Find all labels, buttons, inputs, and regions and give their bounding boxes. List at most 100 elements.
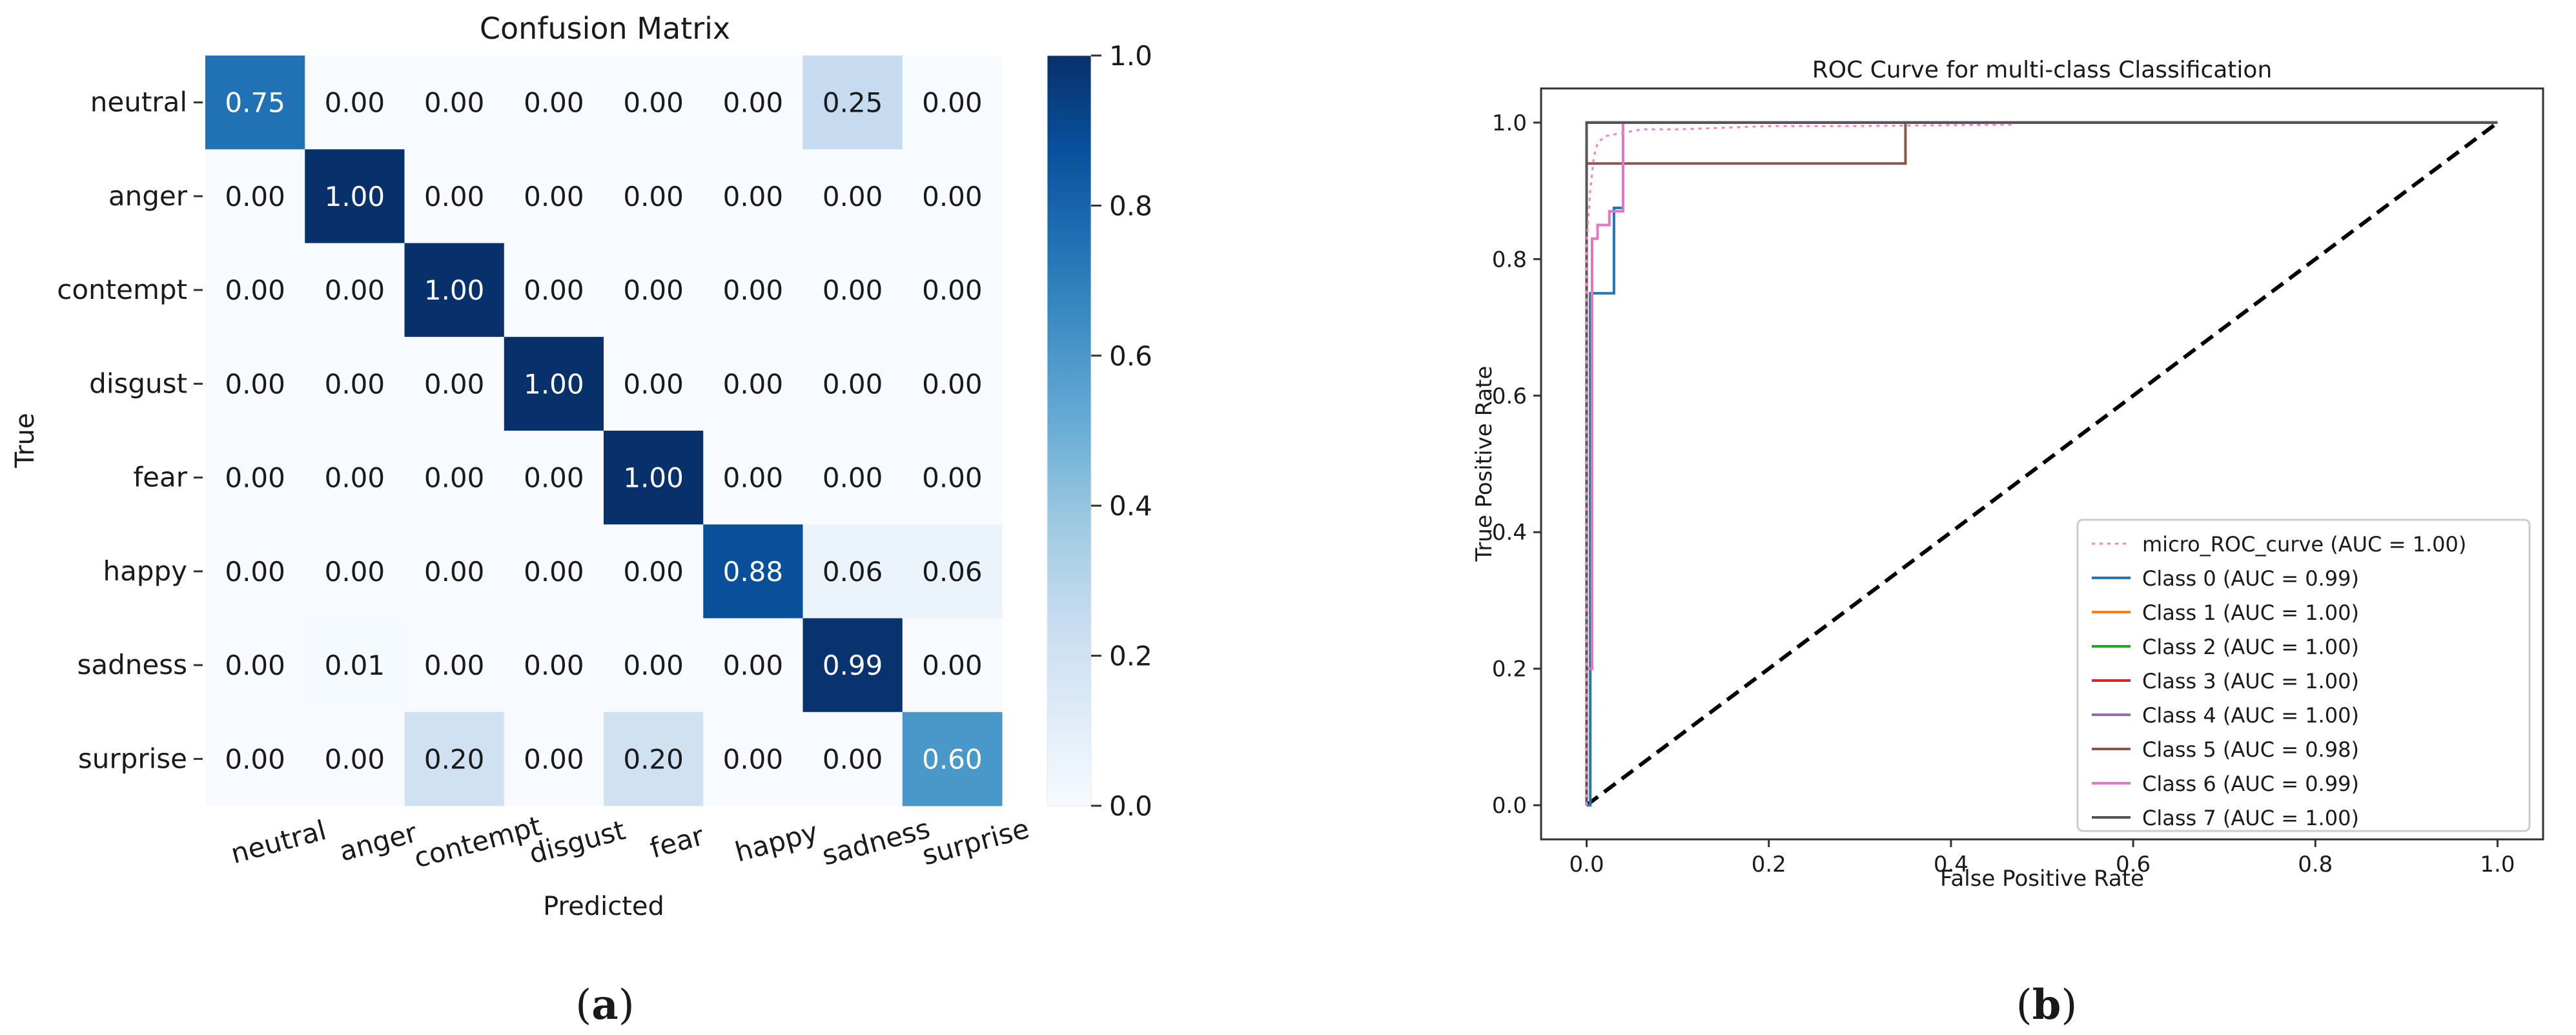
cm-x-tick-label: surprise bbox=[919, 812, 1032, 871]
cm-cell-7-3 bbox=[504, 712, 604, 806]
cm-cell-7-5 bbox=[703, 712, 803, 806]
cm-cell-3-3 bbox=[504, 336, 604, 431]
cm-cell-6-2 bbox=[404, 618, 505, 713]
cm-cell-2-3 bbox=[504, 243, 604, 338]
cm-cell-6-3 bbox=[504, 618, 604, 713]
cm-cell-value: 0.00 bbox=[424, 556, 485, 588]
confusion-matrix-panel: Confusion Matrix 0.75 0.00 0.00 0.00 0.00 0.0… bbox=[10, 11, 1152, 921]
cm-cell-value: 0.00 bbox=[225, 462, 285, 494]
colorbar-gradient bbox=[1047, 55, 1092, 806]
cm-cell-6-4 bbox=[604, 618, 704, 713]
cm-cell-value: 0.00 bbox=[225, 650, 285, 681]
cm-cell-value: 0.99 bbox=[823, 650, 883, 681]
cm-cell-value: 0.00 bbox=[424, 462, 485, 494]
cm-cells: 0.75 0.00 0.00 0.00 0.00 0.00 0.25 0.00 0.00 1.00… bbox=[205, 56, 1003, 806]
cm-cell-value: 0.00 bbox=[723, 181, 784, 212]
legend-label: Class 1 (AUC = 1.00) bbox=[2142, 600, 2359, 625]
cm-cell-value: 0.06 bbox=[823, 556, 883, 588]
legend-label: Class 2 (AUC = 1.00) bbox=[2142, 635, 2359, 659]
cm-cell-value: 0.00 bbox=[823, 743, 883, 775]
cm-cell-5-5 bbox=[703, 524, 803, 619]
legend-label: Class 5 (AUC = 0.98) bbox=[2142, 737, 2359, 762]
cm-cell-7-6 bbox=[802, 712, 903, 806]
cm-cell-3-4 bbox=[604, 336, 704, 431]
cm-cell-0-1 bbox=[305, 56, 405, 150]
cm-cell-7-0 bbox=[205, 712, 305, 806]
cm-cell-3-1 bbox=[305, 336, 405, 431]
cm-cell-value: 0.00 bbox=[723, 743, 784, 775]
roc-y-tick-label: 0.2 bbox=[1492, 657, 1527, 682]
cm-cell-7-1 bbox=[305, 712, 405, 806]
colorbar-tick-label: 0.0 bbox=[1109, 790, 1152, 822]
cm-cell-value: 0.00 bbox=[424, 368, 485, 400]
cm-cell-value: 0.00 bbox=[325, 462, 385, 494]
cm-cell-5-7 bbox=[902, 524, 1003, 619]
cm-cell-6-1 bbox=[305, 618, 405, 713]
cm-cell-6-0 bbox=[205, 618, 305, 713]
legend-label: Class 6 (AUC = 0.99) bbox=[2142, 772, 2359, 796]
cm-cell-5-1 bbox=[305, 524, 405, 619]
roc-y-tick-label: 0.6 bbox=[1492, 384, 1527, 409]
colorbar-tick-label: 0.2 bbox=[1109, 640, 1152, 672]
cm-cell-4-4 bbox=[604, 431, 704, 525]
cm-cell-2-7 bbox=[902, 243, 1003, 338]
colorbar-tick-label: 0.4 bbox=[1109, 490, 1152, 522]
cm-cell-1-7 bbox=[902, 149, 1003, 243]
roc-x-tick-label: 0.0 bbox=[1569, 852, 1604, 877]
cm-cell-value: 0.00 bbox=[922, 368, 983, 400]
cm-y-tick-label: disgust bbox=[89, 367, 187, 399]
roc-ticks: 0.0 0.2 0.4 0.6 0.8 1.0 0.0 0.2 0.4 0.6 0.8 1.0 bbox=[1492, 110, 2515, 877]
cm-y-tick-label: happy bbox=[103, 555, 187, 587]
roc-x-tick-label: 0.2 bbox=[1752, 852, 1786, 877]
cm-cell-0-4 bbox=[604, 56, 704, 150]
cm-cell-value: 1.00 bbox=[325, 181, 385, 212]
cm-cell-value: 0.00 bbox=[325, 743, 385, 775]
legend-label: Class 3 (AUC = 1.00) bbox=[2142, 669, 2359, 693]
cm-cell-value: 0.00 bbox=[524, 462, 584, 494]
cm-cell-value: 0.00 bbox=[524, 743, 584, 775]
cm-cell-7-2 bbox=[404, 712, 505, 806]
cm-cell-3-5 bbox=[703, 336, 803, 431]
colorbar-tick-label: 1.0 bbox=[1109, 40, 1152, 72]
cm-cell-2-1 bbox=[305, 243, 405, 338]
cm-cell-3-7 bbox=[902, 336, 1003, 431]
cm-cell-1-5 bbox=[703, 149, 803, 243]
cm-cell-1-2 bbox=[404, 149, 505, 243]
cm-cell-value: 0.00 bbox=[623, 274, 684, 306]
cm-cell-value: 0.01 bbox=[325, 650, 385, 681]
cm-cell-4-3 bbox=[504, 431, 604, 525]
cm-cell-4-5 bbox=[703, 431, 803, 525]
roc-legend: micro_ROC_curve (AUC = 1.00) Class 0 (AUC… bbox=[2076, 518, 2531, 832]
cm-cell-6-6 bbox=[802, 618, 903, 713]
cm-cell-value: 0.00 bbox=[225, 368, 285, 400]
cm-cell-value: 0.00 bbox=[623, 556, 684, 588]
roc-micro-curve bbox=[1586, 123, 2015, 806]
cm-cell-value: 0.00 bbox=[424, 650, 485, 681]
cm-cell-1-3 bbox=[504, 149, 604, 243]
cm-cell-value: 0.00 bbox=[723, 274, 784, 306]
cm-cell-0-3 bbox=[504, 56, 604, 150]
cm-cell-value: 0.00 bbox=[623, 368, 684, 400]
cm-cell-7-4 bbox=[604, 712, 704, 806]
cm-x-tick-label: anger bbox=[336, 816, 420, 867]
colorbar-tick-label: 0.6 bbox=[1109, 340, 1152, 372]
cm-cell-value: 1.00 bbox=[424, 274, 485, 306]
panel-label-b: (b) bbox=[2016, 981, 2078, 1029]
cm-y-tick-label: surprise bbox=[78, 743, 187, 774]
roc-xlabel: False Positive Rate bbox=[1940, 866, 2144, 892]
cm-cell-0-0 bbox=[205, 56, 305, 150]
cm-x-tick-label: sadness bbox=[819, 812, 933, 871]
cm-cell-value: 0.00 bbox=[922, 274, 983, 306]
cm-y-tick-labels: neutral anger contempt disgust fear happy sadn… bbox=[57, 87, 203, 774]
cm-cell-1-1 bbox=[305, 149, 405, 243]
cm-y-tick-label: neutral bbox=[90, 87, 187, 118]
cm-cell-0-7 bbox=[902, 56, 1003, 150]
cm-cell-value: 0.00 bbox=[524, 556, 584, 588]
cm-cell-value: 0.00 bbox=[623, 87, 684, 119]
roc-x-tick-label: 0.8 bbox=[2298, 852, 2333, 877]
cm-cell-value: 0.06 bbox=[922, 556, 983, 588]
cm-cell-value: 0.00 bbox=[325, 87, 385, 119]
roc-panel: ROC Curve for multi-class Classification… bbox=[1471, 57, 2544, 892]
cm-cell-5-0 bbox=[205, 524, 305, 619]
